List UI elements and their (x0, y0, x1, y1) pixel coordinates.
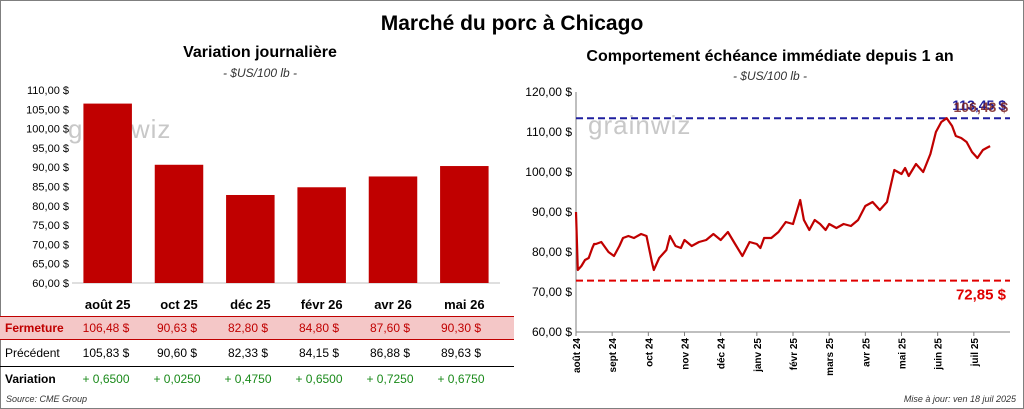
right-panel-subtitle: - $US/100 lb - (732, 69, 808, 83)
change-value: + 0,7250 (366, 372, 414, 386)
y-tick-label: 110,00 $ (526, 125, 572, 139)
x-tick-label: mars 25 (825, 338, 836, 376)
left-panel-title: Variation journalière (183, 44, 337, 61)
price-line-series (574, 117, 991, 272)
close-value: 90,63 $ (156, 321, 198, 335)
x-tick-label: oct 25 (160, 297, 198, 312)
change-value: + 0,6500 (82, 372, 130, 386)
previous-value: 90,60 $ (156, 346, 198, 360)
x-tick-label: oct 24 (644, 338, 655, 367)
close-value: 90,30 $ (440, 321, 482, 335)
right-watermark-logo: grainwiz (588, 110, 692, 140)
x-tick-label: août 24 (572, 338, 583, 373)
y-tick-label: 85,00 $ (32, 182, 69, 194)
x-tick-label: juil 25 (970, 338, 981, 368)
bar (368, 176, 418, 283)
x-tick-label: avr 25 (861, 338, 872, 367)
x-tick-label: mai 26 (444, 297, 484, 312)
y-tick-label: 90,00 $ (532, 205, 572, 219)
y-tick-label: 80,00 $ (32, 201, 69, 213)
change-value: + 0,4750 (224, 372, 272, 386)
last-value-label: 106,48 $ (954, 99, 1009, 115)
row-change-label: Variation (5, 372, 56, 386)
x-tick-label: déc 25 (230, 297, 270, 312)
row-close: Fermeture 106,48 $ 90,63 $ 82,80 $ 84,80… (0, 316, 514, 340)
y-tick-label: 95,00 $ (32, 143, 69, 155)
change-value: + 0,6500 (295, 372, 343, 386)
x-tick-label: déc 24 (717, 338, 728, 370)
y-tick-label: 70,00 $ (32, 239, 69, 251)
y-tick-label: 100,00 $ (525, 165, 572, 179)
bar (83, 103, 132, 283)
close-value: 106,48 $ (82, 321, 130, 335)
bar (226, 194, 275, 283)
previous-value: 86,88 $ (369, 346, 411, 360)
x-tick-label: juin 25 (934, 338, 945, 371)
change-value: + 0,6750 (437, 372, 485, 386)
y-tick-label: 65,00 $ (32, 259, 69, 271)
bar (297, 187, 346, 283)
close-value: 84,80 $ (298, 321, 340, 335)
y-tick-label: 100,00 $ (26, 124, 69, 136)
x-tick-label: avr 26 (374, 297, 412, 312)
previous-value: 84,15 $ (298, 346, 340, 360)
x-tick-label: nov 24 (681, 338, 692, 370)
y-tick-label: 70,00 $ (532, 285, 572, 299)
update-note: Mise à jour: ven 18 juil 2025 (903, 394, 1016, 404)
x-tick-label: août 25 (85, 297, 131, 312)
x-tick-label: févr 26 (301, 297, 343, 312)
left-panel-subtitle: - $US/100 lb - (222, 66, 298, 80)
right-panel-title: Comportement échéance immédiate depuis 1… (586, 48, 954, 65)
y-tick-label: 120,00 $ (525, 85, 572, 99)
previous-value: 105,83 $ (82, 346, 130, 360)
row-previous: Précédent 105,83 $ 90,60 $ 82,33 $ 84,15… (0, 342, 514, 364)
y-tick-label: 110,00 $ (27, 85, 69, 97)
line-chart: 60,00 $ 70,00 $ 80,00 $ 90,00 $ 100,00 $ 110,… (525, 85, 1010, 376)
row-close-label: Fermeture (5, 321, 64, 335)
close-value: 82,80 $ (227, 321, 269, 335)
previous-value: 89,63 $ (440, 346, 482, 360)
y-tick-label: 80,00 $ (532, 245, 572, 259)
change-value: + 0,0250 (153, 372, 201, 386)
bar (154, 164, 204, 283)
source-note: Source: CME Group (6, 394, 88, 404)
close-value: 87,60 $ (369, 321, 411, 335)
y-tick-label: 75,00 $ (32, 220, 69, 232)
x-tick-label: sept 24 (608, 338, 619, 373)
y-tick-label: 90,00 $ (32, 162, 69, 174)
row-change: Variation + 0,6500 + 0,0250 + 0,4750 + 0… (0, 368, 514, 390)
table-divider (0, 366, 514, 367)
y-tick-label: 60,00 $ (32, 278, 69, 290)
page-title: Marché du porc à Chicago (380, 12, 644, 35)
bar (440, 166, 489, 283)
low-value-label: 72,85 $ (956, 287, 1007, 304)
previous-value: 82,33 $ (227, 346, 269, 360)
x-tick-label: janv 25 (753, 338, 764, 373)
y-tick-label: 60,00 $ (532, 325, 572, 339)
x-tick-label: févr 25 (789, 338, 800, 371)
row-previous-label: Précédent (5, 346, 60, 360)
x-tick-label: mai 25 (898, 338, 909, 370)
y-tick-label: 105,00 $ (26, 104, 69, 116)
bar-chart: 60,00 $ 65,00 $ 70,00 $ 75,00 $ 80,00 $ 85,00… (26, 85, 500, 312)
high-value-label: 113,45 $ (952, 97, 1006, 113)
